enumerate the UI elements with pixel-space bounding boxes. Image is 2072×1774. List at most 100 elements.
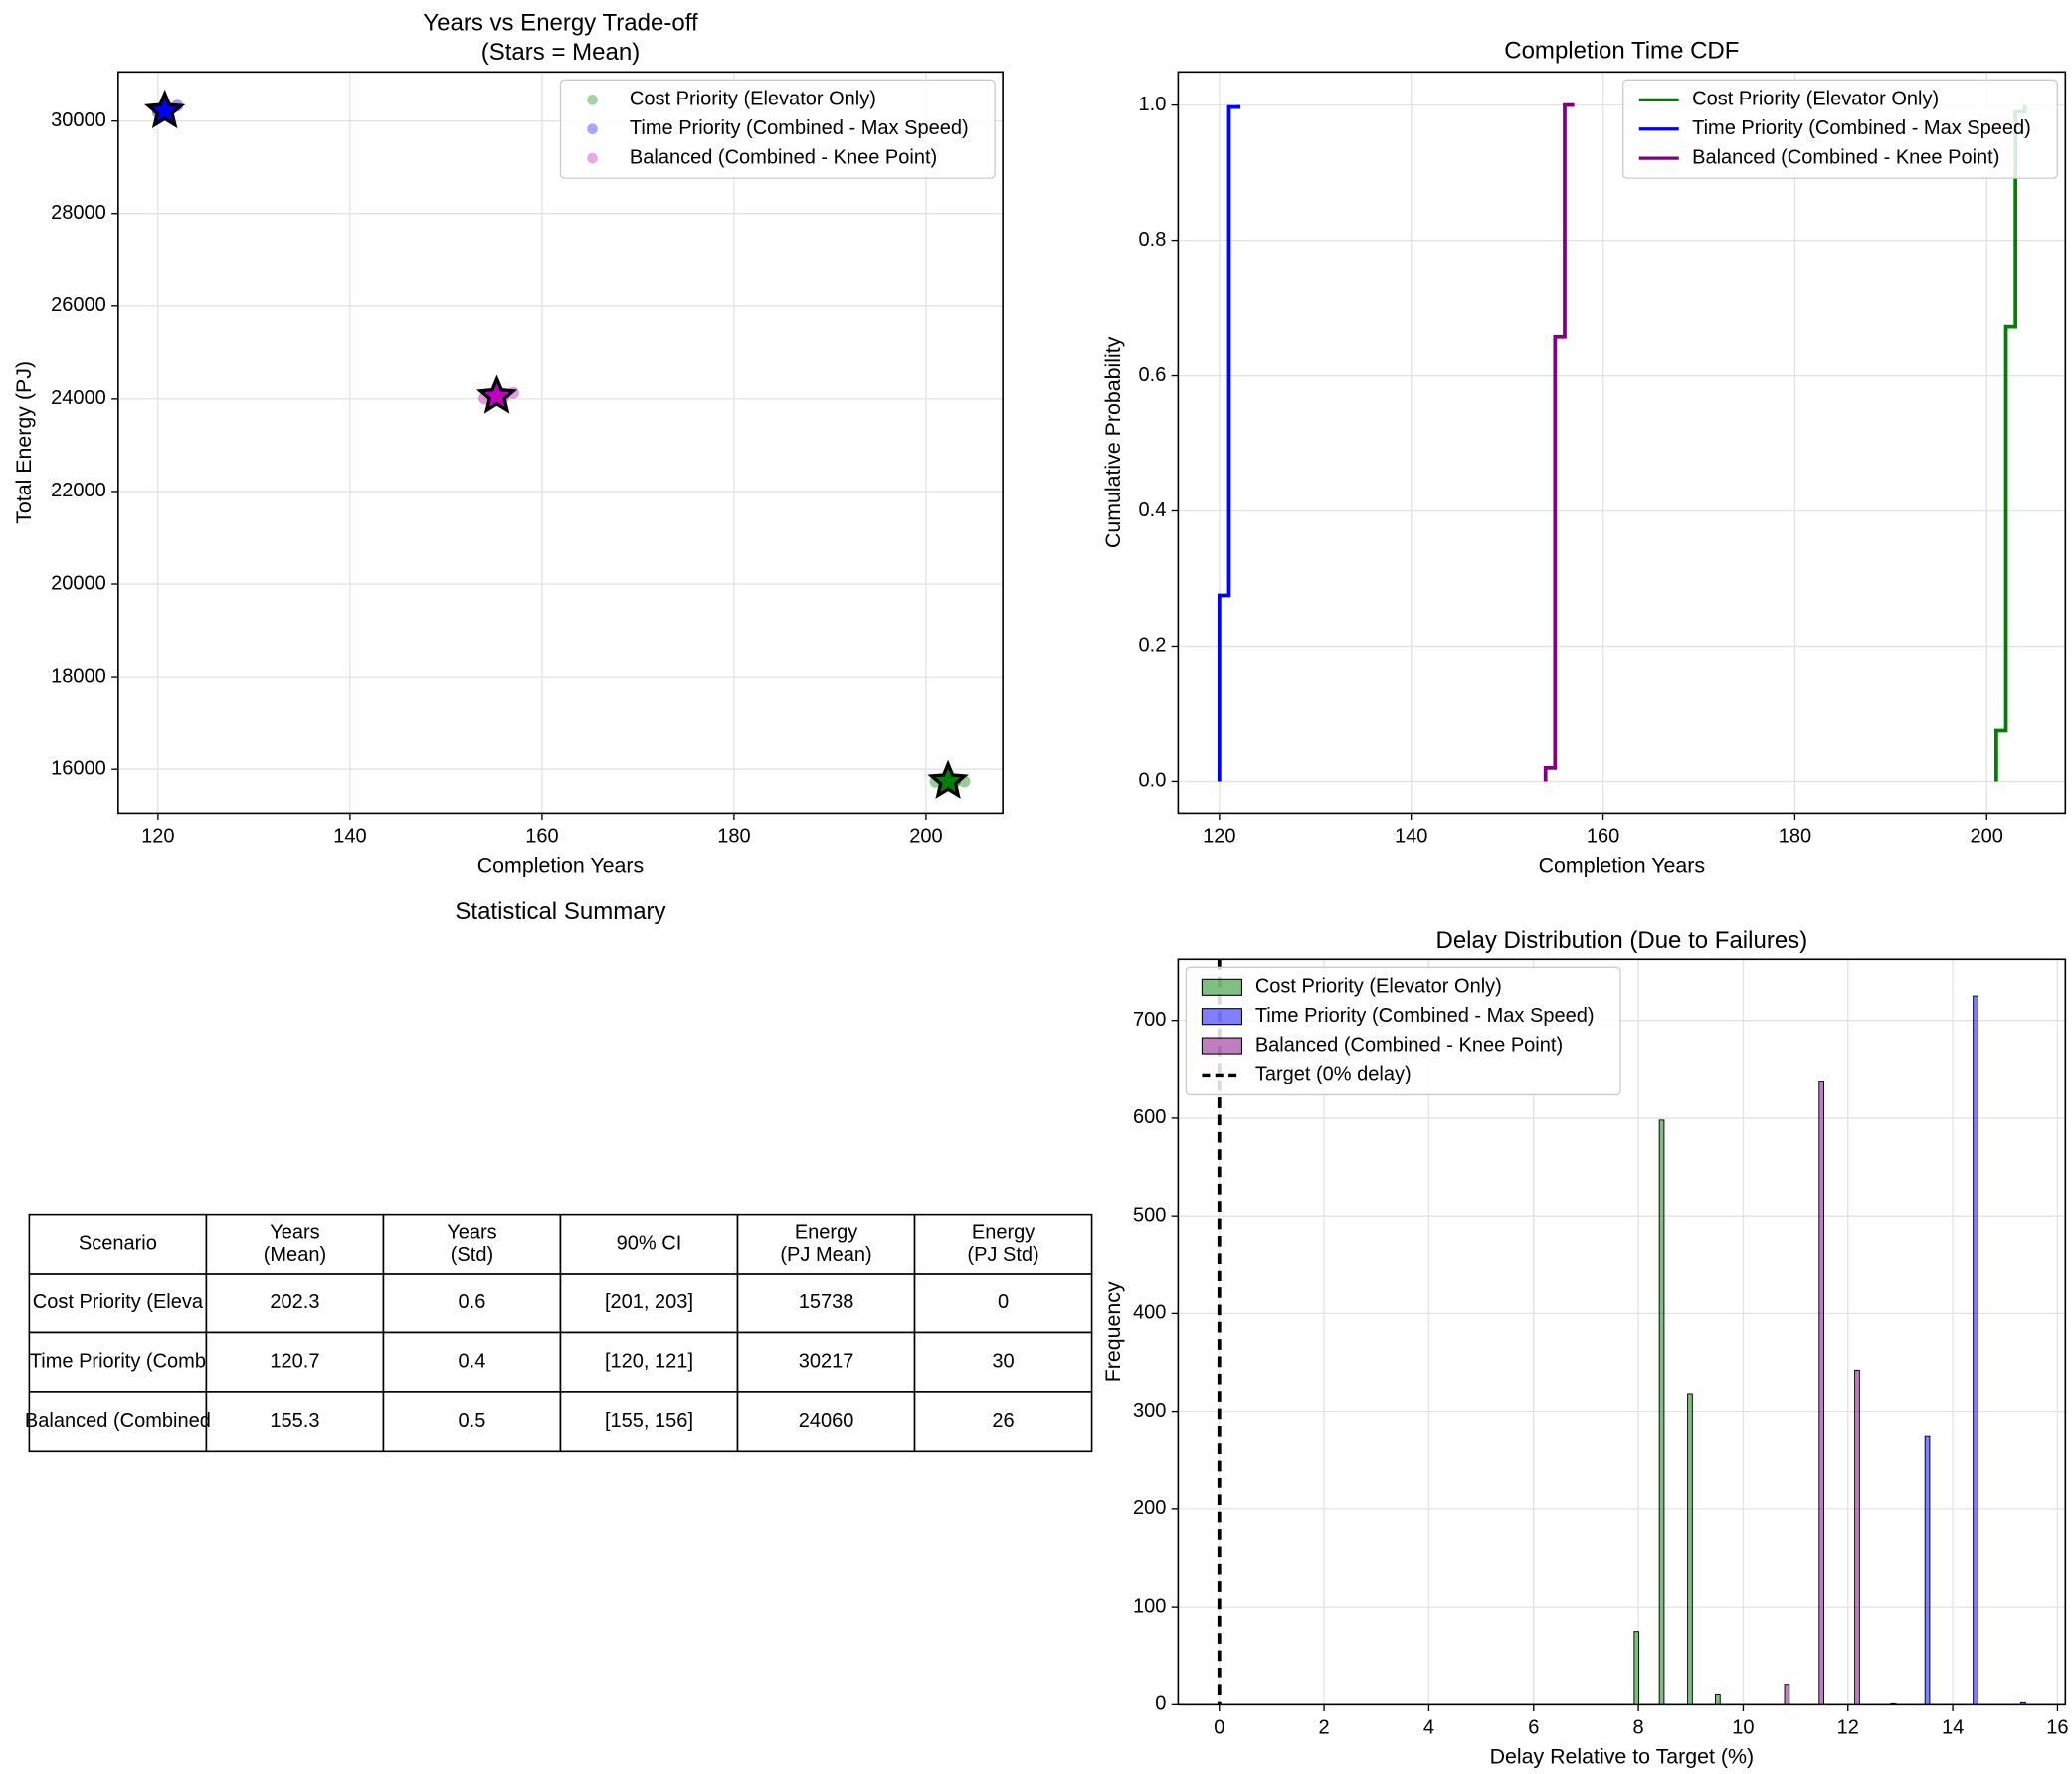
chart-title: Completion Time CDF (1504, 38, 1739, 65)
x-tick-label: 6 (1528, 1717, 1539, 1739)
x-tick-label: 140 (333, 826, 366, 848)
y-tick-label: 24000 (51, 387, 106, 409)
x-tick-label: 140 (1395, 826, 1427, 848)
cdf-line (1543, 102, 1575, 782)
legend-marker (1201, 978, 1242, 996)
table-header: Scenario (79, 1233, 157, 1255)
x-axis-label: Delay Relative to Target (%) (1490, 1744, 1755, 1768)
chart-subtitle: (Stars = Mean) (481, 39, 640, 66)
legend-label: Target (0% delay) (1255, 1064, 1412, 1085)
legend-label: Cost Priority (Elevator Only) (1255, 976, 1502, 998)
x-tick-label: 0 (1214, 1717, 1224, 1739)
x-tick-label: 2 (1319, 1717, 1330, 1739)
y-tick-label: 0.4 (1139, 499, 1167, 521)
chart-title: Years vs Energy Trade-off (423, 10, 698, 37)
mean-star (927, 759, 969, 799)
table-cell-text: 30217 (799, 1350, 854, 1372)
table-cell-text: Cost Priority (Eleva (33, 1291, 204, 1313)
table-cell-text: [120, 121] (605, 1350, 693, 1372)
legend-box (559, 79, 996, 179)
y-tick-label: 1.0 (1139, 94, 1167, 115)
y-axis-label: Cumulative Probability (1101, 336, 1125, 548)
histogram-bar (1854, 1369, 1860, 1705)
y-tick-label: 700 (1133, 1009, 1166, 1031)
table-cell-text: 0.6 (459, 1291, 486, 1313)
table-cell (382, 1213, 562, 1275)
y-tick-label: 0.6 (1139, 364, 1167, 386)
table-cell (913, 1213, 1093, 1275)
x-axis-label: Completion Years (477, 853, 644, 877)
plot-frame (1177, 71, 2067, 815)
y-tick-label: 30000 (51, 109, 106, 131)
y-tick-label: 16000 (51, 757, 106, 779)
x-tick-label: 14 (1942, 1717, 1964, 1739)
histogram-bar (1784, 1684, 1790, 1705)
mean-star (144, 89, 186, 129)
plot-frame (117, 71, 1004, 815)
histogram-bar (1715, 1694, 1721, 1705)
table-cell-text: 0.5 (459, 1410, 486, 1432)
x-tick-label: 12 (1837, 1717, 1859, 1739)
x-tick-label: 200 (1971, 826, 2003, 848)
table-cell-text: 0 (998, 1291, 1009, 1313)
table-cell (28, 1391, 208, 1453)
table-header: Energy (795, 1221, 857, 1243)
y-tick-label: 400 (1133, 1302, 1166, 1324)
y-tick-label: 26000 (51, 295, 106, 316)
table-header: (Mean) (264, 1244, 326, 1266)
table-cell (913, 1273, 1093, 1334)
histogram-bar (1973, 995, 1978, 1705)
table-cell (28, 1331, 208, 1393)
x-tick-label: 160 (1587, 826, 1619, 848)
mean-star (475, 374, 518, 414)
legend-label: Balanced (Combined - Knee Point) (630, 146, 937, 168)
table-cell (559, 1331, 739, 1393)
legend-marker (587, 152, 598, 164)
histogram-bar (1633, 1631, 1640, 1705)
table-cell (559, 1391, 739, 1453)
table-cell-text: 120.7 (270, 1350, 319, 1372)
legend-label: Time Priority (Combined - Max Speed) (630, 117, 969, 139)
table-cell-text: [201, 203] (605, 1291, 693, 1313)
x-tick-label: 160 (525, 826, 558, 848)
legend-marker (587, 95, 598, 105)
legend-label: Balanced (Combined - Knee Point) (1255, 1034, 1563, 1056)
legend-label: Balanced (Combined - Knee Point) (1692, 146, 1999, 168)
table-header: Years (447, 1221, 496, 1243)
table-cell-text: 26 (992, 1410, 1014, 1432)
legend-marker (587, 123, 598, 135)
table-cell (736, 1213, 916, 1275)
plot-frame (1177, 958, 2067, 1706)
table-cell-text: [155, 156] (605, 1410, 693, 1432)
chart-title: Delay Distribution (Due to Failures) (1435, 927, 1807, 954)
legend-label: Time Priority (Combined - Max Speed) (1692, 117, 2031, 139)
y-tick-label: 0.8 (1139, 229, 1167, 251)
x-tick-label: 4 (1423, 1717, 1434, 1739)
histogram-bar (1658, 1119, 1665, 1705)
histogram-bar (2020, 1701, 2026, 1705)
table-cell (205, 1391, 385, 1453)
table-header: Years (270, 1221, 319, 1243)
x-tick-label: 8 (1633, 1717, 1644, 1739)
y-tick-label: 300 (1133, 1400, 1166, 1422)
x-tick-label: 120 (1203, 826, 1235, 848)
table-cell-text: 15738 (799, 1291, 854, 1313)
histogram-bar (1818, 1081, 1825, 1705)
x-tick-label: 120 (141, 826, 174, 848)
table-cell (559, 1213, 739, 1275)
cdf-line (1217, 104, 1240, 782)
chart-title: Statistical Summary (455, 898, 665, 925)
table-cell-text: 30 (992, 1350, 1014, 1372)
legend-box (1622, 79, 2058, 179)
table-cell (205, 1273, 385, 1334)
table-cell (382, 1391, 562, 1453)
legend-label: Cost Priority (Elevator Only) (630, 89, 876, 110)
x-axis-label: Completion Years (1539, 853, 1705, 877)
legend-label: Time Priority (Combined - Max Speed) (1255, 1005, 1595, 1027)
y-tick-label: 28000 (51, 202, 106, 224)
table-cell-text: 0.4 (459, 1350, 486, 1372)
table-cell (913, 1331, 1093, 1393)
